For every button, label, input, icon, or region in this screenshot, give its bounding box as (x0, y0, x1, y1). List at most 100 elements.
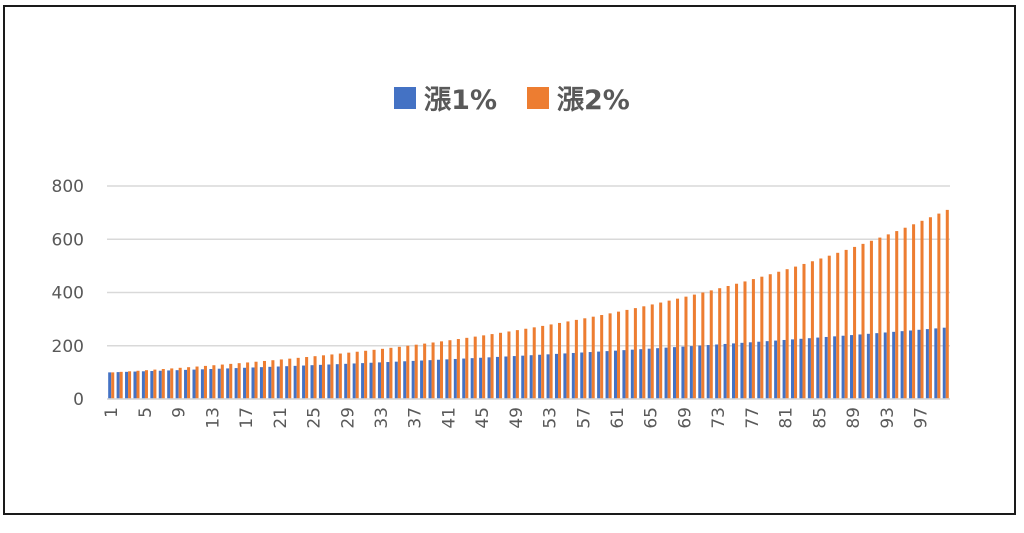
bar-series-2 (574, 319, 578, 399)
x-tick-label: 25 (305, 407, 325, 429)
bar-series-2 (288, 358, 292, 399)
bar-series-1 (588, 352, 592, 399)
bar-series-2 (271, 360, 275, 399)
bar-series-2 (195, 366, 199, 399)
bar-series-2 (633, 308, 637, 399)
bar-series-1 (386, 362, 390, 399)
bar-series-1 (234, 368, 238, 399)
bar-series-1 (217, 368, 221, 399)
bar-series-2 (456, 339, 460, 399)
legend-item-series-1: 漲1% (394, 78, 497, 117)
bar-series-1 (656, 348, 660, 399)
bar-series-2 (625, 309, 629, 399)
bar-series-2 (372, 349, 376, 399)
x-tick-label: 57 (574, 407, 594, 429)
bar-series-2 (701, 292, 705, 399)
bar-series-2 (684, 296, 688, 399)
bar-series-2 (676, 298, 680, 399)
bar-series-2 (237, 363, 241, 399)
bar-series-1 (209, 369, 213, 399)
bar-series-1 (706, 345, 710, 399)
bar-series-1 (251, 367, 255, 399)
y-tick-label: 200 (52, 337, 84, 357)
bar-series-1 (116, 372, 120, 399)
bar-series-1 (420, 360, 424, 399)
bar-series-1 (824, 336, 828, 399)
bar-series-1 (293, 365, 297, 399)
bar-series-1 (108, 372, 112, 400)
bar-series-2 (836, 252, 840, 399)
bar-series-2 (794, 266, 798, 399)
bar-series-2 (229, 363, 233, 399)
bar-series-1 (302, 365, 306, 399)
bar-series-2 (490, 334, 494, 399)
bar-series-1 (748, 342, 752, 399)
bar-series-1 (521, 355, 525, 399)
bar-series-2 (718, 288, 722, 399)
bar-series-2 (254, 361, 258, 399)
bar-series-2 (279, 359, 283, 399)
bar-series-2 (928, 217, 932, 399)
bar-series-2 (144, 370, 148, 399)
bar-series-2 (692, 294, 696, 399)
x-tick-label: 85 (810, 407, 830, 429)
bar-series-1 (141, 371, 145, 399)
bar-series-1 (934, 328, 938, 399)
bar-series-1 (394, 361, 398, 399)
bar-series-1 (571, 352, 575, 399)
bar-series-1 (167, 370, 171, 399)
x-tick-label: 61 (608, 407, 628, 429)
x-tick-label: 29 (338, 407, 358, 429)
bar-series-1 (875, 333, 879, 399)
bar-series-1 (723, 343, 727, 399)
bar-series-2 (558, 322, 562, 399)
bar-series-2 (937, 213, 941, 399)
bar-series-2 (600, 315, 604, 399)
bar-series-2 (945, 209, 949, 399)
bar-series-1 (411, 360, 415, 399)
bar-series-1 (243, 367, 247, 399)
bar-series-1 (538, 354, 542, 399)
bar-series-1 (917, 329, 921, 399)
bar-series-1 (900, 331, 904, 399)
x-tick-label: 77 (743, 407, 763, 429)
bar-series-2 (355, 351, 359, 399)
bar-series-2 (296, 357, 300, 399)
bar-series-2 (768, 274, 772, 399)
y-axis: 0 200 400 600 800 (52, 177, 84, 410)
bar-series-2 (912, 224, 916, 399)
bar-series-2 (802, 263, 806, 399)
bar-series-2 (785, 269, 789, 399)
bar-series-1 (344, 363, 348, 399)
bar-series-2 (659, 302, 663, 399)
bar-series-2 (423, 343, 427, 399)
x-tick-label: 69 (675, 407, 695, 429)
bar-series-1 (774, 340, 778, 399)
x-tick-label: 45 (473, 407, 493, 429)
bar-series-1 (125, 371, 129, 399)
bar-series-1 (740, 342, 744, 399)
bar-series-1 (613, 350, 618, 399)
bar-series-2 (128, 371, 132, 399)
bar-series-1 (630, 349, 634, 399)
bar-series-1 (175, 370, 179, 399)
bar-series-2 (583, 318, 587, 399)
bar-series-1 (841, 335, 845, 399)
bar-series-2 (608, 313, 612, 399)
bar-series-1 (715, 344, 719, 399)
x-tick-label: 93 (878, 407, 898, 429)
bar-series-1 (276, 366, 280, 399)
bar-series-1 (850, 335, 854, 399)
bar-series-1 (184, 369, 188, 399)
x-tick-label: 37 (406, 407, 426, 429)
bar-series-2 (541, 325, 545, 399)
bar-series-2 (321, 355, 325, 399)
x-tick-label: 1 (102, 407, 122, 418)
bar-series-1 (942, 327, 946, 399)
bar-series-2 (338, 353, 342, 399)
bar-series-2 (861, 243, 865, 399)
bar-series-2 (591, 316, 595, 399)
bar-series-2 (827, 255, 831, 399)
bar-series-2 (203, 365, 207, 399)
bar-series-1 (698, 345, 702, 399)
